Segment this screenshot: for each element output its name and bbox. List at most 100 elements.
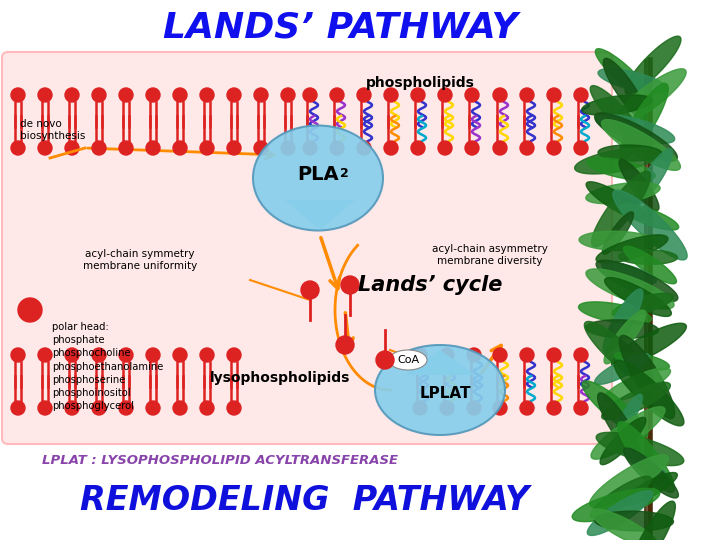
Polygon shape [285, 200, 355, 230]
Circle shape [38, 88, 52, 102]
Polygon shape [619, 204, 679, 230]
Ellipse shape [389, 350, 427, 370]
Circle shape [11, 88, 25, 102]
Circle shape [493, 141, 507, 155]
Circle shape [440, 348, 454, 362]
Polygon shape [620, 83, 668, 159]
Circle shape [438, 141, 452, 155]
Polygon shape [602, 382, 670, 420]
Circle shape [330, 88, 344, 102]
Circle shape [440, 401, 454, 415]
Circle shape [520, 141, 534, 155]
Circle shape [547, 348, 561, 362]
Circle shape [336, 336, 354, 354]
Polygon shape [605, 278, 671, 316]
Polygon shape [614, 69, 686, 125]
Polygon shape [611, 323, 686, 367]
Polygon shape [596, 235, 668, 263]
Polygon shape [612, 293, 674, 316]
Circle shape [227, 88, 241, 102]
Text: lysophospholipids: lysophospholipids [210, 371, 350, 385]
Circle shape [281, 141, 295, 155]
Circle shape [465, 88, 479, 102]
Circle shape [341, 276, 359, 294]
Polygon shape [634, 148, 672, 205]
Text: polar head:
phosphate
phosphocholine
phosphoethanolamine
phosphoserine
phosphoin: polar head: phosphate phosphocholine pho… [52, 322, 163, 411]
Polygon shape [595, 49, 649, 97]
Circle shape [467, 401, 481, 415]
Text: phospholipids: phospholipids [366, 76, 474, 90]
Polygon shape [600, 417, 646, 465]
Circle shape [173, 141, 187, 155]
Polygon shape [631, 501, 675, 540]
Circle shape [38, 141, 52, 155]
Polygon shape [596, 433, 684, 465]
Circle shape [465, 141, 479, 155]
Circle shape [547, 141, 561, 155]
Circle shape [173, 348, 187, 362]
Polygon shape [624, 448, 678, 498]
Polygon shape [592, 171, 650, 247]
Circle shape [411, 141, 425, 155]
Polygon shape [579, 231, 657, 251]
Circle shape [376, 351, 394, 369]
Circle shape [92, 141, 106, 155]
Polygon shape [619, 335, 675, 418]
Circle shape [303, 88, 317, 102]
Polygon shape [618, 422, 675, 492]
Polygon shape [603, 58, 647, 120]
Text: LPLAT : LYSOPHOSPHOLIPID ACYLTRANSFERASE: LPLAT : LYSOPHOSPHOLIPID ACYLTRANSFERASE [42, 454, 398, 467]
Polygon shape [591, 476, 651, 518]
Circle shape [200, 401, 214, 415]
Polygon shape [591, 407, 665, 459]
Circle shape [173, 88, 187, 102]
Circle shape [574, 348, 588, 362]
Circle shape [200, 88, 214, 102]
Polygon shape [590, 455, 668, 507]
Circle shape [330, 141, 344, 155]
Polygon shape [575, 148, 660, 174]
Circle shape [92, 88, 106, 102]
Polygon shape [603, 289, 643, 353]
Ellipse shape [375, 345, 505, 435]
Polygon shape [602, 262, 657, 284]
Polygon shape [604, 310, 646, 364]
Text: Lands’ cycle: Lands’ cycle [358, 275, 502, 295]
Polygon shape [587, 158, 655, 180]
Circle shape [413, 348, 427, 362]
Circle shape [357, 141, 371, 155]
FancyBboxPatch shape [2, 52, 612, 444]
Circle shape [38, 348, 52, 362]
Text: CoA: CoA [397, 355, 419, 365]
Polygon shape [598, 393, 640, 457]
Circle shape [92, 348, 106, 362]
Polygon shape [603, 368, 670, 402]
Polygon shape [598, 69, 668, 93]
Polygon shape [590, 86, 642, 140]
Circle shape [200, 141, 214, 155]
Circle shape [574, 401, 588, 415]
Circle shape [65, 401, 79, 415]
Text: REMODELING  PATHWAY: REMODELING PATHWAY [81, 483, 530, 516]
Circle shape [119, 141, 133, 155]
Circle shape [547, 401, 561, 415]
Polygon shape [405, 350, 475, 375]
Circle shape [413, 401, 427, 415]
Circle shape [281, 88, 295, 102]
Text: acyl-chain asymmetry
membrane diversity: acyl-chain asymmetry membrane diversity [432, 244, 548, 266]
Circle shape [146, 348, 160, 362]
Text: 2: 2 [340, 167, 348, 180]
Ellipse shape [253, 125, 383, 231]
Circle shape [301, 281, 319, 299]
Circle shape [11, 401, 25, 415]
Circle shape [119, 401, 133, 415]
Polygon shape [618, 249, 678, 265]
Circle shape [18, 298, 42, 322]
Text: PLA: PLA [297, 165, 339, 185]
Polygon shape [582, 95, 652, 115]
Polygon shape [623, 472, 678, 505]
Circle shape [547, 88, 561, 102]
Circle shape [11, 141, 25, 155]
Polygon shape [598, 145, 662, 161]
Circle shape [384, 141, 398, 155]
